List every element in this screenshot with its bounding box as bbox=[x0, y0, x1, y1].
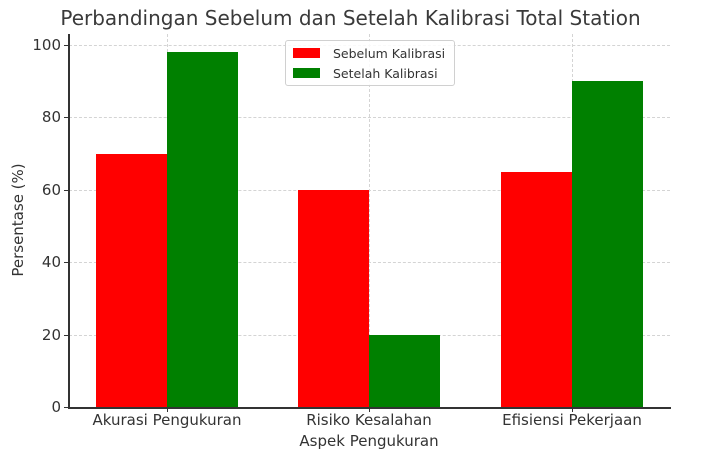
xtick-mark bbox=[167, 408, 168, 412]
legend: Sebelum Kalibrasi Setelah Kalibrasi bbox=[285, 40, 455, 86]
x-axis-title: Aspek Pengukuran bbox=[299, 432, 439, 450]
bar-sebelum-efisiensi bbox=[501, 171, 572, 407]
xtick-label-risiko: Risiko Kesalahan bbox=[306, 411, 432, 429]
bar-setelah-risiko bbox=[369, 334, 440, 407]
ytick-label: 0 bbox=[51, 398, 61, 416]
ytick-label: 40 bbox=[41, 253, 61, 271]
legend-label: Sebelum Kalibrasi bbox=[333, 45, 446, 61]
ytick-mark bbox=[64, 334, 69, 336]
x-axis-line bbox=[68, 407, 671, 409]
bar-sebelum-risiko bbox=[298, 189, 369, 407]
ytick-label: 20 bbox=[41, 326, 61, 344]
ytick-mark bbox=[64, 262, 69, 264]
ytick-mark bbox=[64, 117, 69, 119]
y-axis-title: Persentase (%) bbox=[9, 163, 27, 277]
ytick-mark bbox=[64, 45, 69, 46]
ytick-label: 100 bbox=[32, 36, 61, 54]
bar-setelah-efisiensi bbox=[572, 81, 643, 407]
ytick-mark bbox=[64, 407, 69, 408]
xtick-label-efisiensi: Efisiensi Pekerjaan bbox=[502, 411, 642, 429]
xtick-mark bbox=[369, 408, 370, 412]
legend-swatch-red bbox=[293, 48, 320, 58]
xtick-mark bbox=[572, 408, 573, 412]
legend-item-setelah: Setelah Kalibrasi bbox=[293, 65, 438, 81]
bar-sebelum-akurasi bbox=[96, 153, 167, 407]
chart-title: Perbandingan Sebelum dan Setelah Kalibra… bbox=[60, 6, 641, 30]
legend-item-sebelum: Sebelum Kalibrasi bbox=[293, 45, 445, 61]
legend-label: Setelah Kalibrasi bbox=[333, 65, 438, 81]
bar-setelah-akurasi bbox=[167, 52, 238, 407]
plot-area bbox=[69, 34, 670, 407]
legend-swatch-green bbox=[293, 68, 320, 78]
ytick-label: 60 bbox=[41, 181, 61, 199]
gridline-x-risiko bbox=[369, 34, 370, 407]
ytick-mark bbox=[64, 189, 69, 191]
ytick-label: 80 bbox=[41, 108, 61, 126]
y-axis-line bbox=[68, 34, 70, 408]
xtick-label-akurasi: Akurasi Pengukuran bbox=[92, 411, 242, 429]
